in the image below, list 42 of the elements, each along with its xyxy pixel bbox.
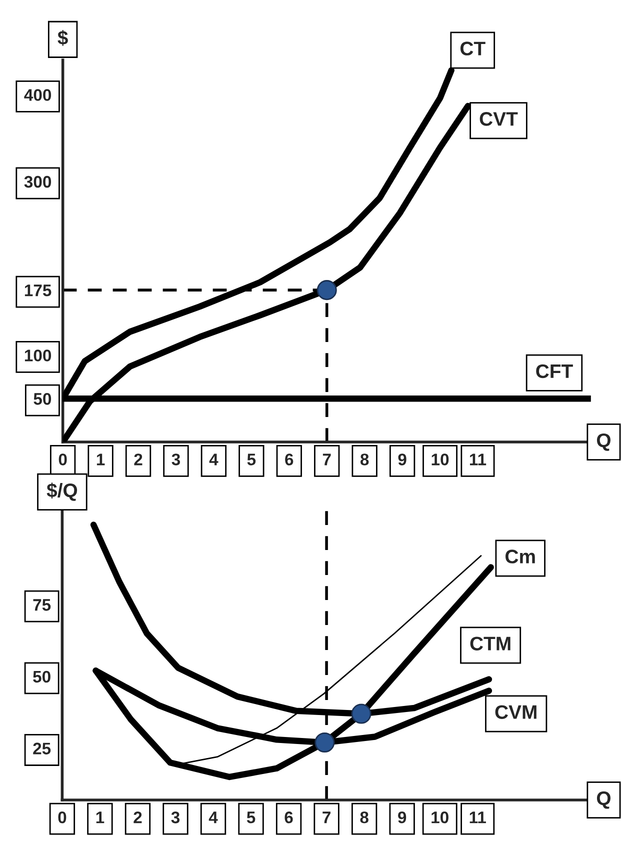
x-tick-label: 6 <box>285 454 294 466</box>
x-tick-label: 7 <box>322 454 331 466</box>
x-tick-label: 11 <box>470 812 486 824</box>
x-tick-label: 2 <box>134 454 142 466</box>
y-tick-label: 300 <box>24 176 52 188</box>
y-tick-label: 100 <box>24 350 52 362</box>
y-tick-label: 25 <box>33 742 51 754</box>
y-tick-label: 400 <box>24 89 52 101</box>
x-tick-label: 3 <box>171 812 180 824</box>
series-label: CVM <box>495 705 536 719</box>
series-label: CVT <box>480 112 518 126</box>
x-tick-label: 5 <box>247 454 256 466</box>
x-tick-label: 4 <box>209 454 218 466</box>
y-axis-title: $/Q <box>46 482 78 501</box>
x-tick-label: 1 <box>96 812 104 824</box>
y-tick-label: 175 <box>24 284 52 296</box>
x-tick-label: 8 <box>360 454 369 466</box>
x-tick-label: 9 <box>398 812 406 824</box>
x-tick-label: 7 <box>322 812 330 824</box>
x-tick-label: 5 <box>246 812 256 824</box>
x-tick-label: 9 <box>398 454 406 466</box>
x-tick-label: 0 <box>58 812 66 824</box>
y-tick-label: 50 <box>34 393 52 405</box>
x-tick-label: 0 <box>58 454 67 466</box>
x-tick-label: 2 <box>134 812 142 824</box>
y-axis-title: $ <box>58 30 68 46</box>
x-tick-label: 3 <box>172 454 180 466</box>
x-axis-title: Q <box>596 791 610 809</box>
y-tick-label: 50 <box>33 670 50 683</box>
x-tick-label: 8 <box>360 812 368 824</box>
x-tick-label: 10 <box>432 812 448 824</box>
x-tick-label: 1 <box>96 454 105 466</box>
x-tick-label: 11 <box>470 454 486 466</box>
series-label: Cm <box>506 550 535 564</box>
series-label: CTM <box>470 636 510 650</box>
y-tick-label: 75 <box>33 599 51 611</box>
x-axis-title: Q <box>596 433 610 451</box>
series-label: CT <box>460 42 486 56</box>
series-label: CFT <box>536 364 573 378</box>
x-tick-label: 6 <box>284 812 293 824</box>
x-tick-label: 10 <box>432 454 449 466</box>
x-tick-label: 4 <box>208 812 218 824</box>
